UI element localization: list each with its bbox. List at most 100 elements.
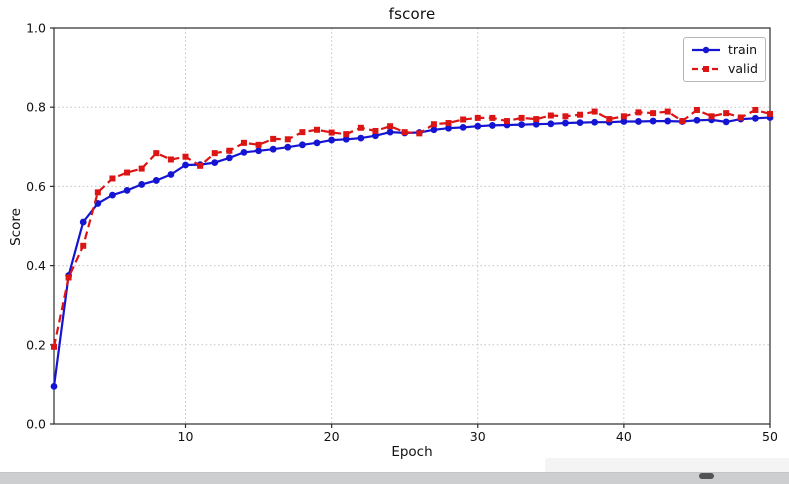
train-marker [357,134,365,142]
valid-marker [197,162,204,169]
valid-marker [591,108,598,115]
player-progress-bar [0,472,789,484]
valid-marker [489,114,496,121]
valid-marker [767,110,773,117]
valid-marker [562,113,569,120]
valid-marker [182,153,189,160]
train-marker [518,121,525,129]
valid-marker [752,106,759,113]
valid-marker [664,108,671,115]
valid-marker [343,131,350,138]
train-marker [225,154,233,162]
valid-marker [460,116,467,123]
valid-marker [211,150,218,157]
train-marker [591,118,599,126]
valid-marker [533,116,540,123]
y-tick-label: 0.2 [26,337,46,352]
valid-marker [109,175,116,182]
train-line [52,116,771,387]
valid-marker [606,116,613,123]
train-marker [532,120,540,128]
player-overlay-panel [545,458,789,473]
valid-line-sample-icon [691,62,721,76]
train-marker [664,117,672,125]
train-marker [138,181,146,188]
axes-spines [53,27,771,425]
valid-marker [430,121,437,128]
valid-marker [226,147,233,154]
valid-marker [620,113,627,120]
train-marker [328,136,336,144]
valid-marker [328,129,335,136]
valid-marker [51,343,57,350]
y-tick-label: 0.4 [26,258,46,273]
valid-marker [138,165,145,172]
chart-title: fscore [388,5,436,23]
valid-series [51,106,773,350]
valid-marker [401,129,408,136]
x-tick-label: 30 [470,429,486,444]
valid-line [52,108,771,348]
valid-marker [255,141,262,148]
train-marker [722,118,730,126]
y-tick-label: 0.6 [26,179,46,194]
train-marker [50,382,58,390]
valid-marker [474,114,481,121]
train-marker [620,118,628,125]
scrubber-handle[interactable] [699,473,714,479]
train-marker [445,124,452,132]
valid-marker [416,130,423,137]
valid-marker [518,114,525,121]
train-marker [299,141,306,149]
valid-marker [708,113,715,120]
valid-marker [240,139,247,146]
x-tick-label: 40 [616,429,632,444]
valid-marker [299,129,306,136]
valid-marker [65,274,72,281]
train-marker [269,145,277,153]
valid-marker [635,109,642,116]
train-marker [255,147,262,155]
train-marker [240,148,248,156]
train-marker [211,159,219,167]
x-tick-label: 10 [178,429,194,444]
valid-marker [167,156,174,163]
y-tick-label: 0.0 [26,417,46,432]
valid-marker [577,111,584,118]
valid-marker [270,135,277,142]
valid-marker [650,110,657,117]
valid-marker [314,126,321,133]
y-tick-label: 0.8 [26,100,46,115]
valid-marker [372,127,379,134]
train-marker [635,118,642,125]
legend-item-train: train [691,41,759,59]
valid-marker [357,124,364,131]
train-marker [751,114,759,122]
train-marker [547,120,555,128]
legend-label-valid: valid [728,61,758,76]
train-marker [562,119,569,127]
valid-marker [547,112,554,119]
train-marker [649,117,657,125]
train-marker [152,177,160,184]
train-marker [182,161,189,169]
valid-marker [679,118,686,125]
train-marker [386,128,394,136]
valid-marker [723,110,730,117]
train-marker [342,135,350,143]
train-marker [79,218,87,226]
legend-label-train: train [728,42,758,57]
x-tick-label: 20 [324,429,340,444]
train-marker [430,126,438,134]
y-axis-label: Score [8,208,24,246]
valid-marker [284,136,291,143]
valid-marker [737,114,744,121]
train-marker [167,171,175,178]
train-line-sample-icon [691,43,721,57]
train-marker [576,119,584,127]
legend-item-valid: valid [691,60,759,78]
train-marker [693,116,701,124]
train-marker [123,186,131,194]
train-marker [372,132,379,140]
